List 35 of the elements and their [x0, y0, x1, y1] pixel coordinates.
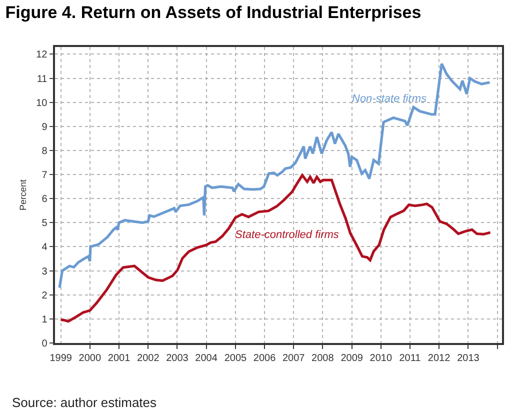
y-tick-label: 6 [42, 194, 48, 206]
x-tick-label: 2007 [282, 352, 306, 364]
y-tick-label: 11 [36, 74, 48, 85]
y-tick-label: 0 [42, 338, 48, 350]
y-tick-label: 9 [42, 122, 48, 133]
y-tick-label: 12 [36, 50, 48, 61]
y-tick-label: 2 [42, 290, 48, 302]
x-tick-label: 2004 [195, 352, 218, 364]
x-tick-label: 1999 [50, 352, 72, 364]
x-tick-label: 2002 [137, 352, 160, 364]
x-tick-label: 2005 [224, 352, 247, 364]
y-tick-label: 5 [42, 218, 48, 230]
x-tick-label: 2010 [370, 352, 392, 364]
x-tick-label: 2006 [253, 352, 276, 364]
line-series [58, 62, 492, 289]
y-axis-title: Percent [18, 179, 28, 211]
x-tick-label: 2001 [108, 352, 131, 364]
series-label: State-controlled firms [235, 229, 340, 241]
x-tick-label: 2000 [78, 352, 102, 364]
source-note: Source: author estimates [12, 395, 158, 410]
x-tick-label: 2008 [312, 352, 334, 364]
series-label: Non-state firms [352, 93, 428, 105]
y-tick-label: 1 [42, 314, 48, 326]
y-tick-label: 7 [42, 170, 48, 182]
y-tick-label: 8 [42, 146, 48, 157]
y-tick-label: 3 [42, 266, 48, 278]
line-series [60, 174, 492, 323]
x-tick-label: 2003 [166, 352, 189, 364]
chart-title: Figure 4. Return on Assets of Industrial Enterprises [5, 3, 422, 22]
x-tick-label: 2013 [457, 352, 480, 364]
x-tick-label: 2011 [399, 352, 422, 364]
x-tick-label: 2009 [340, 352, 364, 364]
y-tick-label: 10 [36, 98, 48, 109]
x-tick-label: 2012 [428, 352, 451, 364]
y-tick-label: 4 [42, 242, 48, 254]
